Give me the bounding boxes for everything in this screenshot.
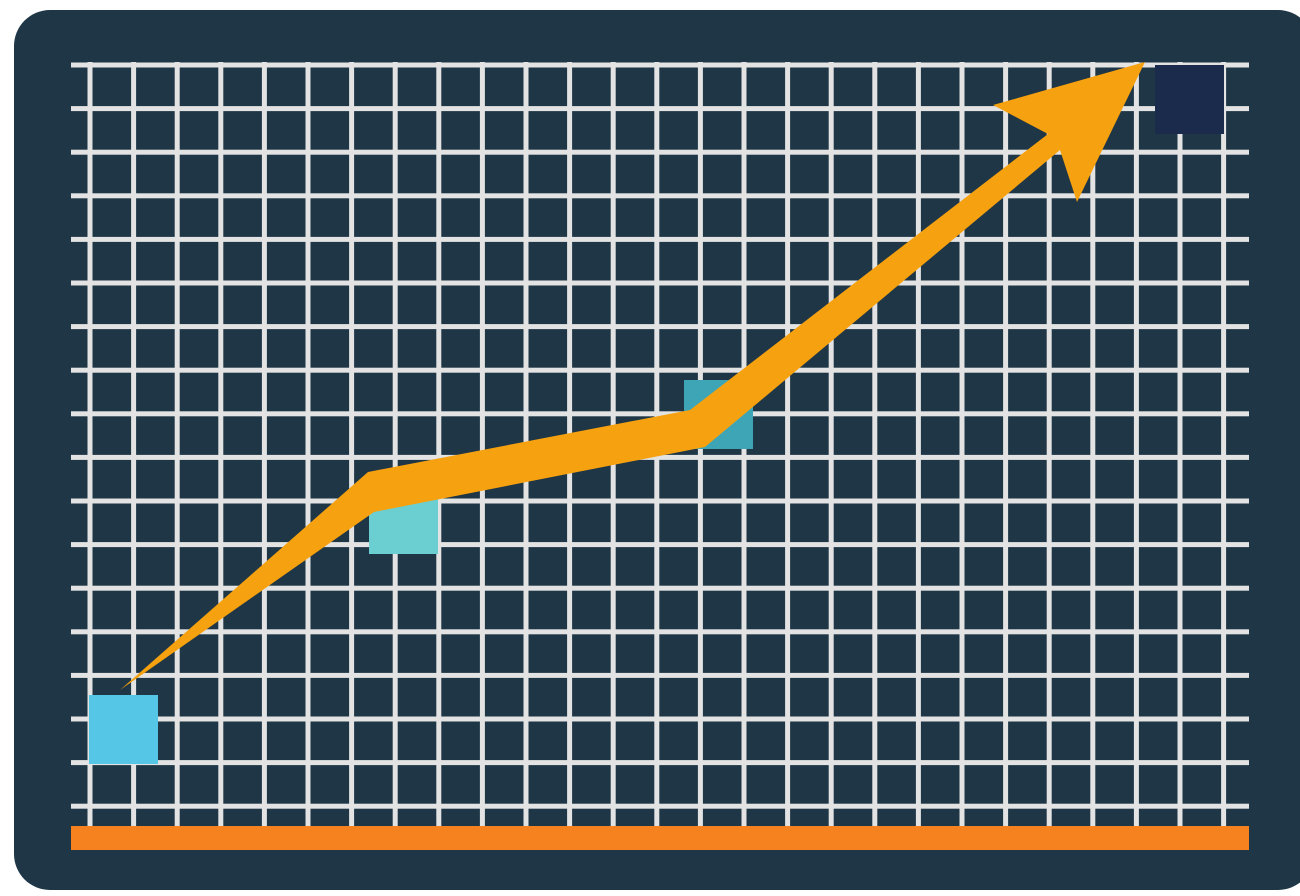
- grid-line-vertical: [1221, 62, 1227, 826]
- grid-line-horizontal: [71, 149, 1249, 155]
- marker-4: [1155, 65, 1224, 134]
- grid-line-vertical: [436, 62, 442, 826]
- grid-line-vertical: [87, 62, 93, 826]
- grid-line-horizontal: [71, 760, 1249, 766]
- grid-line-vertical: [174, 62, 180, 826]
- grid-line-horizontal: [71, 324, 1249, 330]
- grid-line-vertical: [1177, 62, 1183, 826]
- grid-line-vertical: [305, 62, 311, 826]
- grid-line-horizontal: [71, 498, 1249, 504]
- grid-line-vertical: [872, 62, 878, 826]
- grid-line-vertical: [1090, 62, 1096, 826]
- grid-line-horizontal: [71, 803, 1249, 809]
- grid-line-horizontal: [71, 716, 1249, 722]
- marker-1: [89, 695, 158, 764]
- grid-line-horizontal: [71, 106, 1249, 112]
- grid-line-vertical: [392, 62, 398, 826]
- grid-line-vertical: [479, 62, 485, 826]
- grid-line-horizontal: [71, 585, 1249, 591]
- grid-line-vertical: [1003, 62, 1009, 826]
- grid-line-horizontal: [71, 236, 1249, 242]
- grid-line-horizontal: [71, 672, 1249, 678]
- grid-line-horizontal: [71, 280, 1249, 286]
- grid-line-vertical: [131, 62, 137, 826]
- grid-line-vertical: [349, 62, 355, 826]
- grid-line-horizontal: [71, 454, 1249, 460]
- grid-line-vertical: [915, 62, 921, 826]
- grid-line-horizontal: [71, 62, 1249, 68]
- grid-line-vertical: [218, 62, 224, 826]
- grid-line-vertical: [959, 62, 965, 826]
- grid-line-vertical: [785, 62, 791, 826]
- grid-line-vertical: [261, 62, 267, 826]
- grid-line-horizontal: [71, 367, 1249, 373]
- grid-line-horizontal: [71, 542, 1249, 548]
- grid-line-horizontal: [71, 193, 1249, 199]
- grid-line-horizontal: [71, 411, 1249, 417]
- grid-line-vertical: [1133, 62, 1139, 826]
- baseline-bar: [71, 826, 1249, 850]
- rising-arrow-icon: [120, 62, 1145, 690]
- grid-line-vertical: [828, 62, 834, 826]
- grid-line-vertical: [1046, 62, 1052, 826]
- grid-line-horizontal: [71, 629, 1249, 635]
